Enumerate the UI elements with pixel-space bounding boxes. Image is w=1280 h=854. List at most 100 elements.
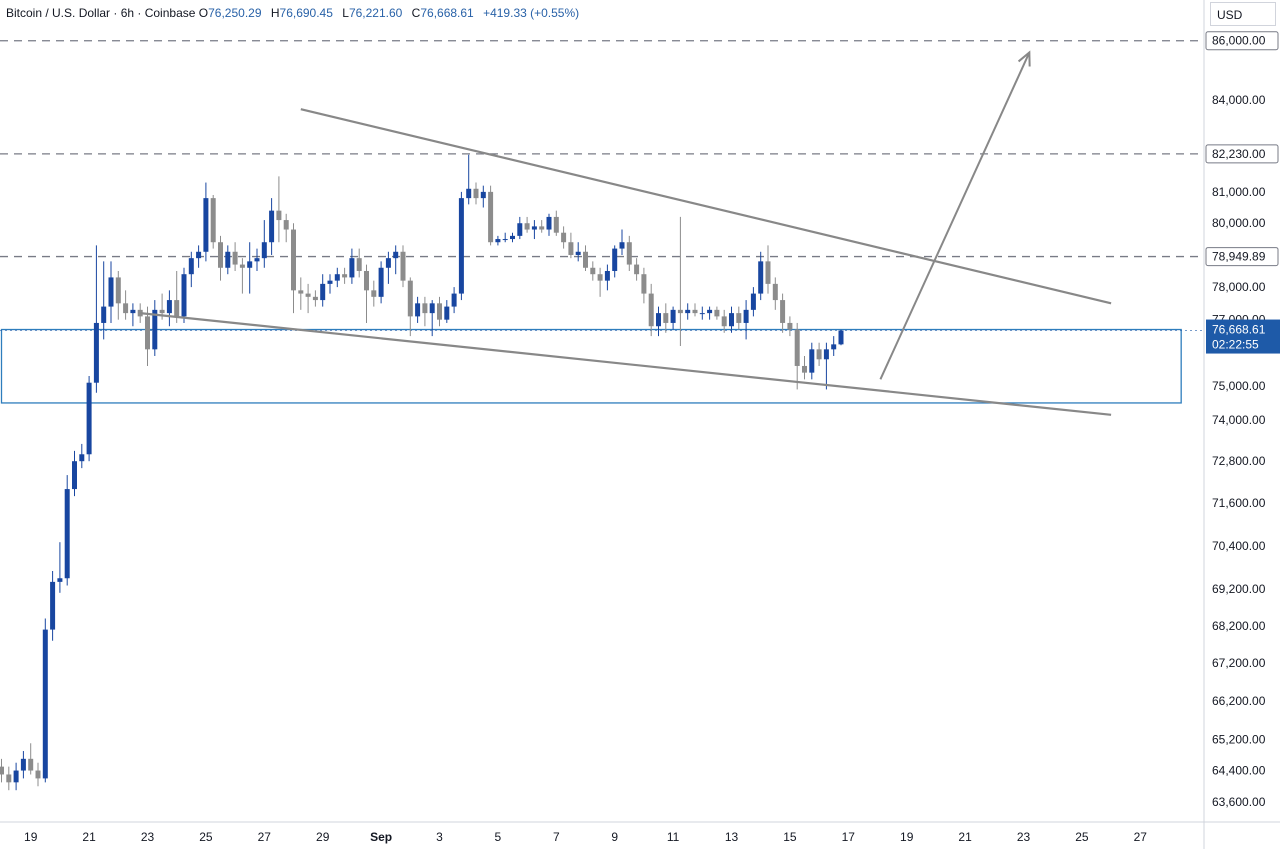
- currency-selector[interactable]: USD: [1210, 2, 1276, 26]
- candle-body: [174, 300, 180, 317]
- candle-body: [597, 274, 603, 281]
- candle-body: [480, 191, 486, 199]
- candle-body: [327, 280, 333, 284]
- price-tick-label: 70,400.00: [1212, 539, 1266, 553]
- candle-body: [218, 242, 223, 268]
- candle-body: [604, 270, 610, 281]
- candle-body: [531, 226, 537, 230]
- close-value: 76,668.61: [420, 6, 474, 20]
- candle-body: [400, 251, 406, 281]
- candle-body: [6, 774, 12, 783]
- candle-body: [50, 581, 56, 630]
- candle-body: [517, 223, 523, 236]
- wedge-trendline: [300, 108, 1112, 305]
- candle-body: [794, 329, 800, 366]
- candle-body: [488, 191, 494, 243]
- candle-body: [283, 220, 289, 230]
- candle-body: [648, 293, 654, 327]
- time-tick-label: 15: [783, 830, 797, 844]
- time-tick-label: 19: [24, 830, 38, 844]
- candle-body: [583, 251, 588, 268]
- candle-body: [108, 277, 114, 307]
- candle-body: [349, 258, 355, 278]
- candle-body: [524, 223, 530, 230]
- candle-body: [378, 267, 384, 297]
- candle-body: [152, 309, 158, 350]
- candle-body: [444, 306, 450, 320]
- time-tick-label: 25: [199, 830, 213, 844]
- price-tick-label: 74,000.00: [1212, 413, 1266, 427]
- candle-body: [261, 242, 267, 259]
- price-tick-label: 84,000.00: [1212, 93, 1266, 107]
- projection-arrow-head: [1017, 50, 1031, 67]
- candle-body: [568, 242, 574, 255]
- candle-body: [64, 489, 70, 579]
- projection-arrow-line: [879, 52, 1031, 380]
- candle-body: [35, 770, 41, 779]
- candle-body: [86, 382, 92, 455]
- candle-body: [677, 309, 683, 314]
- candle-body: [758, 261, 764, 294]
- candle-body: [772, 283, 778, 301]
- price-tick-label: 66,200.00: [1212, 694, 1266, 708]
- candle-body: [823, 349, 829, 360]
- candle-body: [816, 349, 822, 360]
- candle-body: [57, 578, 63, 582]
- candle-body: [203, 198, 209, 252]
- candle-body: [225, 251, 231, 268]
- time-tick-label: Sep: [370, 830, 392, 844]
- candle-body: [780, 300, 786, 323]
- candle-body: [802, 365, 807, 373]
- candle-body: [269, 210, 275, 243]
- high-value: 76,690.45: [279, 6, 333, 20]
- candle-body: [510, 235, 515, 240]
- candle-body: [634, 264, 640, 275]
- candle-body: [298, 290, 304, 294]
- candle-body: [663, 313, 669, 323]
- time-tick-label: 5: [495, 830, 502, 844]
- candle-body: [115, 277, 121, 304]
- level-price-tag: [1205, 144, 1279, 164]
- candle-body: [123, 303, 129, 314]
- candle-body: [626, 242, 632, 265]
- candle-body: [685, 309, 691, 314]
- time-tick-label: 7: [553, 830, 560, 844]
- candle-body: [561, 232, 567, 243]
- candle-body: [247, 261, 253, 268]
- candle-body: [422, 303, 428, 314]
- candle-body: [181, 274, 187, 317]
- candle-body: [159, 309, 165, 314]
- candle-body: [415, 303, 421, 317]
- time-tick-label: 29: [316, 830, 330, 844]
- time-tick-label: 21: [82, 830, 96, 844]
- open-value: 76,250.29: [208, 6, 262, 20]
- last-price-tag: [1206, 319, 1280, 354]
- candle-body: [619, 242, 625, 249]
- time-tick-label: 21: [958, 830, 972, 844]
- time-tick-label: 11: [667, 830, 680, 844]
- candle-body: [364, 270, 369, 291]
- price-tick-label: 71,600.00: [1212, 496, 1266, 510]
- candle-body: [305, 293, 311, 297]
- candle-body: [130, 309, 136, 314]
- time-tick-label: 13: [725, 830, 739, 844]
- level-price-tag: [1205, 31, 1279, 51]
- candle-body: [93, 322, 99, 383]
- candle-body: [502, 239, 508, 241]
- time-tick-label: 23: [1017, 830, 1031, 844]
- price-tick-label: 78,000.00: [1212, 280, 1266, 294]
- price-tick-label: 72,800.00: [1212, 454, 1266, 468]
- candle-body: [838, 330, 844, 345]
- candle-body: [20, 758, 26, 771]
- candle-body: [699, 313, 705, 315]
- candle-body: [42, 629, 48, 779]
- candle-body: [239, 264, 245, 268]
- candle-body: [458, 198, 464, 294]
- candle-body: [553, 216, 559, 233]
- last-price-label: 76,668.61: [1212, 323, 1266, 337]
- candle-body: [707, 309, 713, 314]
- candle-body: [79, 454, 85, 462]
- candle-body: [407, 280, 413, 317]
- close-label: C: [411, 6, 421, 20]
